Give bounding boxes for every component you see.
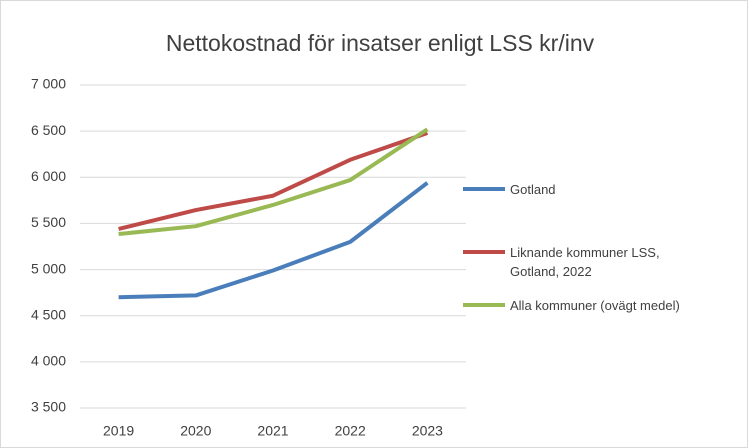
y-tick-label: 3 500 <box>31 399 66 415</box>
line-series <box>118 131 429 231</box>
y-tick-label: 6 000 <box>31 168 66 184</box>
legend-label: Alla kommuner (ovägt medel) <box>510 298 680 313</box>
legend-item: Gotland <box>463 180 695 199</box>
y-tick-label: 5 000 <box>31 260 66 276</box>
line-series <box>118 181 429 300</box>
x-tick-label: 2023 <box>412 423 443 439</box>
x-tick-label: 2021 <box>257 423 288 439</box>
x-tick-label: 2022 <box>335 423 366 439</box>
legend-swatch <box>463 250 505 254</box>
legend-item: Alla kommuner (ovägt medel) <box>463 296 695 315</box>
x-tick-label: 2019 <box>103 423 134 439</box>
y-tick-label: 4 500 <box>31 306 66 322</box>
y-tick-label: 4 000 <box>31 353 66 369</box>
line-series <box>118 127 429 237</box>
legend-label: Gotland <box>510 182 556 197</box>
y-tick-label: 5 500 <box>31 214 66 230</box>
chart-title: Nettokostnad för insatser enligt LSS kr/… <box>166 30 595 56</box>
legend-item: Liknande kommuner LSS, Gotland, 2022 <box>463 243 695 281</box>
x-tick-label: 2020 <box>180 423 211 439</box>
y-tick-label: 7 000 <box>31 76 66 92</box>
y-tick-label: 6 500 <box>31 122 66 138</box>
legend-swatch <box>463 303 505 307</box>
legend-label: Liknande kommuner LSS, Gotland, 2022 <box>510 245 660 279</box>
legend-swatch <box>463 187 505 191</box>
